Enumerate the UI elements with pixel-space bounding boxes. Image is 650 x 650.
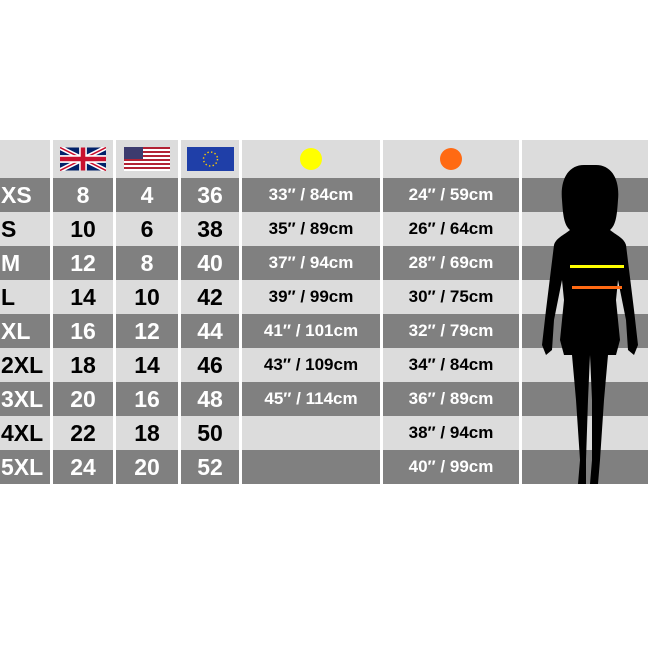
size-label: 4XL (0, 416, 50, 450)
bust-measure: 45″ / 114cm (242, 382, 380, 416)
uk-size: 20 (53, 382, 113, 416)
size-label: 2XL (0, 348, 50, 382)
us-flag-icon (124, 147, 170, 171)
header-us (116, 140, 178, 178)
us-size: 8 (116, 246, 178, 280)
bust-measure: 43″ / 109cm (242, 348, 380, 382)
us-size: 18 (116, 416, 178, 450)
bust-measure: 35″ / 89cm (242, 212, 380, 246)
eu-size: 48 (181, 382, 239, 416)
waist-measure: 40″ / 99cm (383, 450, 519, 484)
waist-measure: 30″ / 75cm (383, 280, 519, 314)
us-size: 14 (116, 348, 178, 382)
size-label: XS (0, 178, 50, 212)
eu-size: 36 (181, 178, 239, 212)
eu-flag-icon (186, 147, 234, 171)
waist-measure: 38″ / 94cm (383, 416, 519, 450)
eu-size: 52 (181, 450, 239, 484)
bust-color-dot-icon (300, 148, 322, 170)
size-label: 5XL (0, 450, 50, 484)
waist-measure: 28″ / 69cm (383, 246, 519, 280)
size-label: 3XL (0, 382, 50, 416)
us-size: 6 (116, 212, 178, 246)
eu-size: 40 (181, 246, 239, 280)
eu-size: 46 (181, 348, 239, 382)
waist-measure: 26″ / 64cm (383, 212, 519, 246)
size-label: M (0, 246, 50, 280)
header-eu (181, 140, 239, 178)
female-silhouette-icon (542, 165, 638, 484)
bust-measure: 41″ / 101cm (242, 314, 380, 348)
uk-size: 14 (53, 280, 113, 314)
us-size: 10 (116, 280, 178, 314)
size-table: XS 8 4 36 33″ / 84cm 24″ / 59cm S 10 6 38 35″ / 89… (0, 140, 648, 484)
eu-size: 38 (181, 212, 239, 246)
waist-measure: 34″ / 84cm (383, 348, 519, 382)
uk-flag-icon (60, 147, 106, 171)
waist-measure: 36″ / 89cm (383, 382, 519, 416)
us-size: 20 (116, 450, 178, 484)
uk-size: 18 (53, 348, 113, 382)
size-label: S (0, 212, 50, 246)
waist-measure: 24″ / 59cm (383, 178, 519, 212)
eu-size: 42 (181, 280, 239, 314)
bust-measure: 37″ / 94cm (242, 246, 380, 280)
us-size: 16 (116, 382, 178, 416)
eu-size: 50 (181, 416, 239, 450)
eu-size: 44 (181, 314, 239, 348)
size-label: L (0, 280, 50, 314)
size-label: XL (0, 314, 50, 348)
bust-measure (242, 416, 380, 450)
header-waist (383, 140, 519, 178)
uk-size: 10 (53, 212, 113, 246)
us-size: 4 (116, 178, 178, 212)
header-bust (242, 140, 380, 178)
uk-size: 8 (53, 178, 113, 212)
waist-color-dot-icon (440, 148, 462, 170)
uk-size: 16 (53, 314, 113, 348)
us-size: 12 (116, 314, 178, 348)
waist-measure: 32″ / 79cm (383, 314, 519, 348)
bust-measure: 39″ / 99cm (242, 280, 380, 314)
uk-size: 12 (53, 246, 113, 280)
uk-size: 24 (53, 450, 113, 484)
bust-measure: 33″ / 84cm (242, 178, 380, 212)
uk-size: 22 (53, 416, 113, 450)
bust-measure (242, 450, 380, 484)
header-uk (53, 140, 113, 178)
header-size (0, 140, 50, 178)
